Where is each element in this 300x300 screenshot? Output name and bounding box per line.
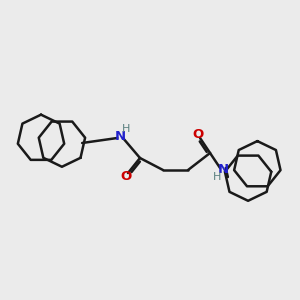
- Text: O: O: [193, 128, 204, 140]
- Text: N: N: [114, 130, 125, 143]
- Text: H: H: [213, 172, 221, 182]
- Text: O: O: [121, 170, 132, 184]
- Text: H: H: [122, 124, 130, 134]
- Text: N: N: [218, 163, 229, 176]
